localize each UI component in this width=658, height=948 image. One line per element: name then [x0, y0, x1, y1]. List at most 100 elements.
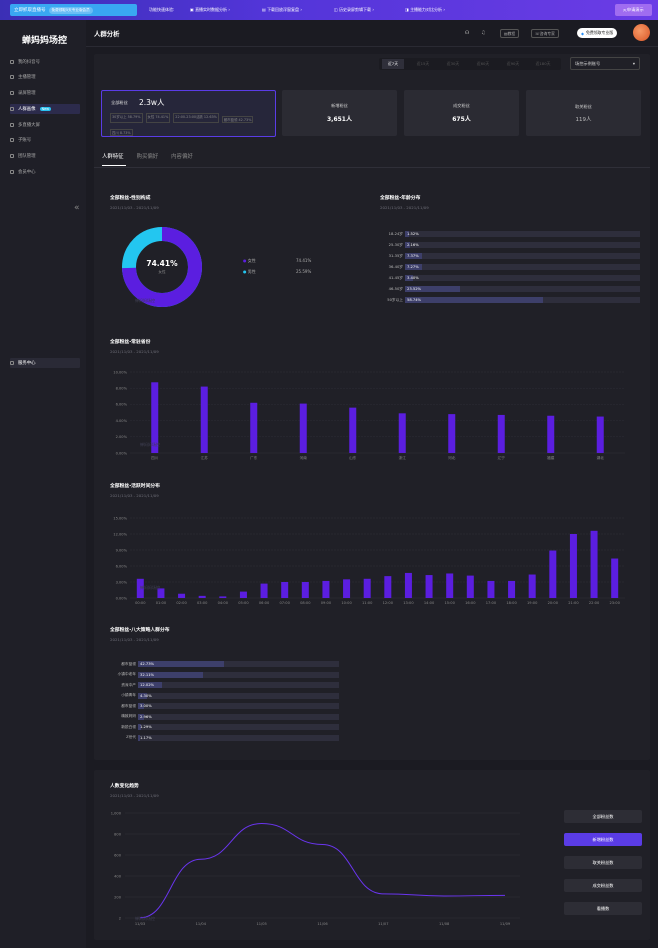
bar [596, 416, 604, 453]
segment-bar-label: 资深中产 [121, 682, 136, 687]
quick-link-3[interactable]: ◫ 历史录屏剪辑下载 › [334, 7, 374, 12]
x-tick-label: 福建 [547, 455, 555, 460]
account-icon [10, 60, 14, 64]
trend-btn-views[interactable]: 看播数 [564, 902, 642, 915]
sidebar-item-recordings[interactable]: 录屏管理 [10, 88, 80, 98]
age-bar-fill [405, 297, 544, 303]
collapse-sidebar-icon[interactable]: « [74, 203, 80, 213]
x-tick-label: 浙江 [399, 455, 407, 460]
segment-bar-track [138, 713, 339, 720]
bar [508, 580, 516, 598]
feature-tabs: 人群特征 购买偏好 内容偏好 [102, 152, 193, 160]
x-tick-label: 11/08 [439, 922, 450, 926]
bar [239, 591, 247, 598]
trend-btn-unfollow[interactable]: 取关粉丝数 [564, 856, 642, 869]
grab-account-button[interactable]: 立即抓取直播号 免费领取5天专业版会员 [10, 4, 137, 16]
trend-btn-all[interactable]: 全部粉丝数 [564, 810, 642, 823]
bell-icon[interactable]: ♫ [481, 30, 486, 36]
age-date: 2021/11/03 - 2021/11/09 [380, 205, 429, 210]
stat-deal-fans[interactable]: 成交粉丝 675人 [404, 90, 519, 136]
bar [363, 578, 371, 598]
sidebar-item-anchors[interactable]: 主播管理 [10, 72, 80, 82]
donut-center-value: 74.41% [146, 259, 178, 268]
x-tick-label: 河北 [448, 455, 456, 460]
consult-button[interactable]: ☏ 咨询专家 [531, 29, 559, 38]
quick-link-1[interactable]: ▣ 直播实时数据分析 › [190, 7, 230, 12]
bar [497, 414, 505, 453]
x-tick-label: 18:00 [506, 601, 517, 605]
x-tick-label: 河南 [300, 455, 308, 460]
bar [151, 382, 159, 453]
x-tick-label: 广东 [250, 455, 258, 460]
screen-icon [10, 123, 14, 127]
x-tick-label: 11/09 [500, 922, 511, 926]
free-pro-button[interactable]: ◆ 免费领取专业版 [577, 28, 618, 38]
segment-bar-row: 新锐白领 1.29% [104, 724, 339, 730]
page-title: 人群分析 [94, 30, 120, 38]
segments-date: 2021/11/03 - 2021/11/09 [110, 637, 159, 642]
bar [260, 583, 268, 598]
age-bar-value: 2.16% [407, 243, 419, 247]
bar [466, 575, 474, 598]
trend-title: 人数变化趋势 [110, 784, 139, 789]
age-bar-label: 41-45岁 [388, 275, 403, 280]
y-tick-label: 10.00% [113, 370, 127, 374]
sidebar-item-audience[interactable]: 人群画像 New [10, 104, 80, 114]
tab-purchase-preference[interactable]: 购买偏好 [136, 154, 159, 160]
segment-bar-fill [138, 671, 203, 678]
team-icon [10, 154, 14, 158]
tab-content-preference[interactable]: 内容偏好 [171, 154, 193, 160]
age-bar-label: 50岁以上 [387, 297, 403, 302]
y-tick-label: 200 [114, 895, 122, 899]
quick-link-2[interactable]: ▤ 下载回放浮窗复盘 › [262, 7, 302, 12]
date-tab-15[interactable]: 近15天 [416, 61, 430, 66]
top-promo-bar [0, 0, 658, 20]
date-tab-180[interactable]: 近180天 [535, 61, 551, 66]
segment-bar-value: 12.02% [140, 683, 155, 687]
apply-demo-button[interactable]: ⇱ 申请演示 [615, 4, 652, 16]
x-tick-label: 20:00 [548, 601, 559, 605]
bar [157, 588, 165, 598]
account-select[interactable]: 场控示例账号 ▾ [570, 57, 640, 70]
x-tick-label: 21:00 [568, 601, 579, 605]
bar [446, 573, 454, 598]
sidebar-item-multi-screen[interactable]: 多直播大屏 [10, 120, 80, 130]
summary-tag: 四川 8.73% [110, 129, 133, 136]
date-tab-30[interactable]: 近30天 [446, 61, 460, 66]
date-tab-90[interactable]: 近90天 [506, 61, 520, 66]
x-tick-label: 03:00 [197, 601, 208, 605]
sidebar-item-service[interactable]: 服务中心 [10, 358, 80, 368]
age-bar-row: 31-35岁 7.37% [374, 253, 640, 259]
sidebar-item-sub-account[interactable]: 子账号 [10, 135, 80, 145]
tutorial-button[interactable]: ▤ 教程 [500, 29, 520, 38]
headset-icon[interactable]: ☊ [465, 30, 470, 36]
y-tick-label: 0.00% [116, 451, 128, 455]
age-bar-label: 31-35岁 [388, 253, 403, 258]
stat-new-fans[interactable]: 新增粉丝 3,651人 [282, 90, 397, 136]
sidebar-item-team[interactable]: 团队管理 [10, 151, 80, 161]
age-bar-value: 7.27% [407, 265, 419, 269]
segment-bar-value: 42.73% [140, 662, 155, 666]
bar [549, 550, 557, 598]
trend-line-chart: 2 200 400 600 800 1,000 11/03 11/04 11/05 11/06 11… [111, 811, 520, 926]
quick-exp-label: 功能快速体验: [149, 7, 175, 12]
quick-link-4[interactable]: ◨ 主播能力对比分析 › [405, 7, 445, 12]
x-tick-label: 江苏 [201, 455, 209, 460]
tab-audience-features[interactable]: 人群特征 [102, 154, 124, 160]
trend-btn-deal[interactable]: 成交粉丝数 [564, 879, 642, 892]
segment-bar-track [138, 692, 339, 699]
bar [398, 413, 406, 453]
age-bar-fill [405, 275, 413, 281]
x-tick-label: 05:00 [238, 601, 249, 605]
segment-bar-value: 1.17% [140, 735, 152, 740]
date-tab-7[interactable]: 近7天 [382, 59, 404, 69]
date-tab-60[interactable]: 近60天 [476, 61, 490, 66]
stat-unfollow-fans[interactable]: 取关粉丝 119人 [526, 90, 641, 136]
avatar[interactable] [633, 24, 650, 41]
x-tick-label: 17:00 [486, 601, 497, 605]
trend-btn-new[interactable]: 新增粉丝数 [564, 833, 642, 846]
sidebar-item-vip[interactable]: 会员中心 [10, 167, 80, 177]
sidebar-item-my-account[interactable]: 我的抖音号 [10, 57, 80, 67]
y-tick-label: 600 [114, 853, 122, 857]
gender-donut-chart [122, 227, 202, 307]
